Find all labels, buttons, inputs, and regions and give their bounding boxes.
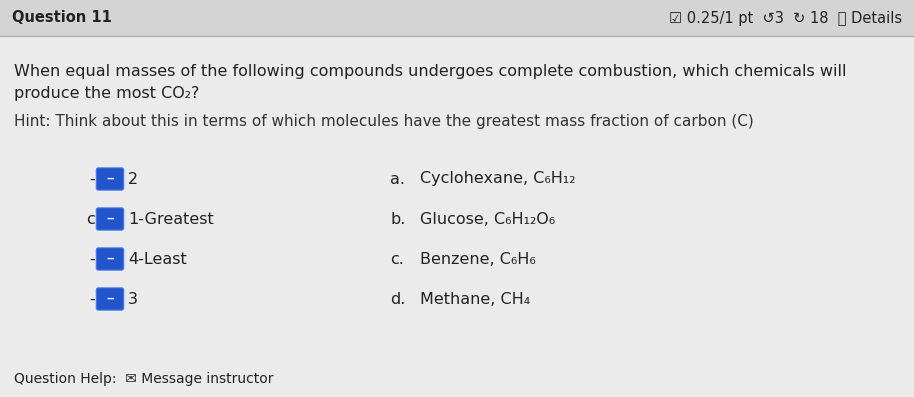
Text: c.: c.	[390, 252, 404, 266]
Text: When equal masses of the following compounds undergoes complete combustion, whic: When equal masses of the following compo…	[14, 64, 846, 79]
Text: ‒: ‒	[106, 294, 114, 304]
Text: Question 11: Question 11	[12, 10, 112, 25]
FancyBboxPatch shape	[96, 288, 123, 310]
FancyBboxPatch shape	[96, 168, 123, 190]
Text: 2: 2	[128, 172, 138, 187]
Text: Methane, CH₄: Methane, CH₄	[420, 291, 530, 306]
Text: -: -	[90, 291, 95, 306]
Text: produce the most CO₂?: produce the most CO₂?	[14, 86, 199, 101]
Text: ☑ 0.25/1 pt  ↺3  ↻ 18  ⓘ Details: ☑ 0.25/1 pt ↺3 ↻ 18 ⓘ Details	[669, 10, 902, 25]
Text: Benzene, C₆H₆: Benzene, C₆H₆	[420, 252, 536, 266]
Text: b.: b.	[390, 212, 406, 227]
Text: 3: 3	[128, 291, 138, 306]
FancyBboxPatch shape	[0, 0, 914, 36]
Text: -: -	[90, 252, 95, 266]
Text: -: -	[90, 172, 95, 187]
Text: ‒: ‒	[106, 254, 114, 264]
Text: c: c	[86, 212, 95, 227]
Text: a.: a.	[390, 172, 405, 187]
FancyBboxPatch shape	[0, 36, 914, 397]
Text: 1-Greatest: 1-Greatest	[128, 212, 214, 227]
FancyBboxPatch shape	[96, 248, 123, 270]
Text: ‒: ‒	[106, 174, 114, 184]
Text: Glucose, C₆H₁₂O₆: Glucose, C₆H₁₂O₆	[420, 212, 555, 227]
Text: Hint: Think about this in terms of which molecules have the greatest mass fracti: Hint: Think about this in terms of which…	[14, 114, 754, 129]
Text: Question Help:  ✉ Message instructor: Question Help: ✉ Message instructor	[14, 372, 273, 386]
Text: 4-Least: 4-Least	[128, 252, 186, 266]
Text: ‒: ‒	[106, 214, 114, 224]
Text: Cyclohexane, C₆H₁₂: Cyclohexane, C₆H₁₂	[420, 172, 576, 187]
FancyBboxPatch shape	[96, 208, 123, 230]
Text: d.: d.	[390, 291, 406, 306]
